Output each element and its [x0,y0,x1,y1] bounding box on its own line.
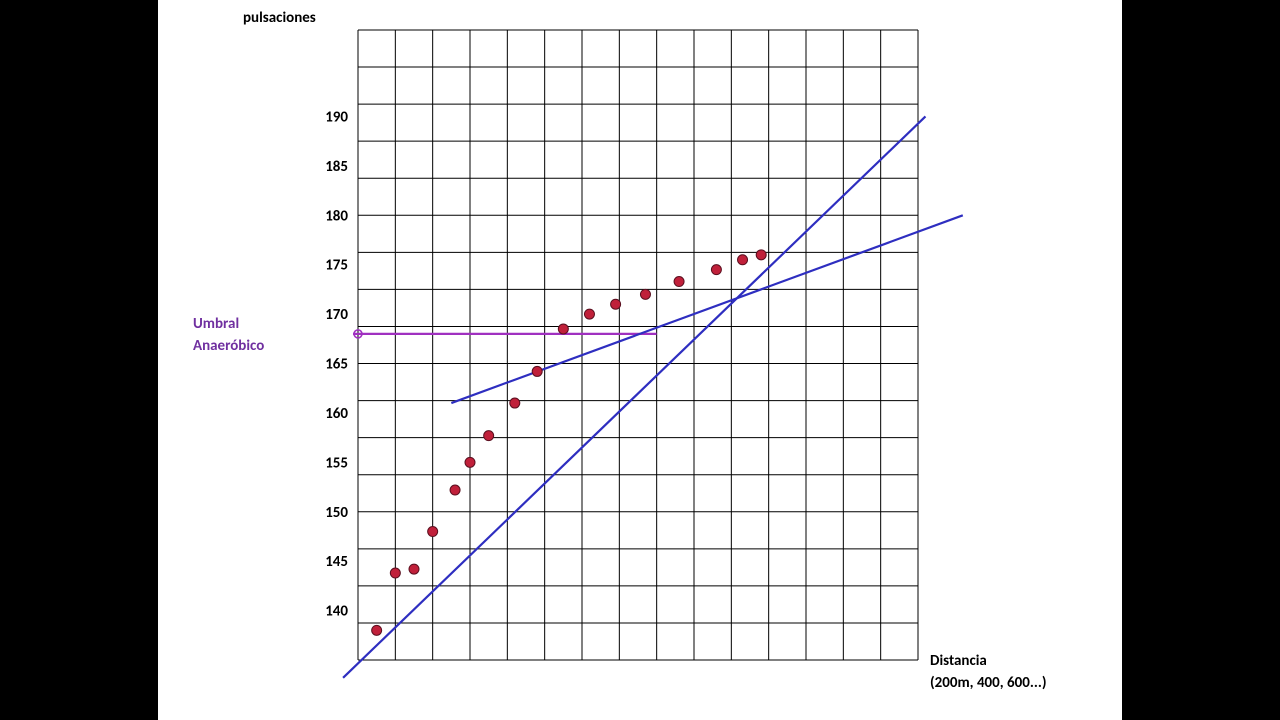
y-tick-label: 170 [325,306,348,324]
y-tick-label: 190 [325,108,348,126]
data-point [738,255,748,265]
y-axis-title: pulsaciones [243,9,316,27]
y-tick-label: 155 [325,454,348,472]
y-tick-label: 140 [325,603,348,621]
threshold-label-2: Anaeróbico [193,337,264,355]
scatter-chart: 140 145 150 155 160 165 170 175 180 185 190 pulsaci… [158,0,1122,720]
trend-line-1 [451,215,962,403]
y-tick-label: 160 [325,405,348,423]
data-point [372,625,382,635]
data-point [409,564,419,574]
threshold-label-1: Umbral [193,315,239,333]
y-tick-label: 175 [325,257,348,275]
letterbox-frame: 140 145 150 155 160 165 170 175 180 185 190 pulsaci… [0,0,1280,720]
data-point [390,568,400,578]
data-point [640,289,650,299]
data-point [428,527,438,537]
data-point [584,309,594,319]
y-tick-label: 185 [325,158,348,176]
y-tick-label: 165 [325,356,348,374]
data-point [465,457,475,467]
data-point [450,485,460,495]
data-point [711,265,721,275]
x-axis-title: Distancia [930,652,987,670]
y-tick-label: 145 [325,553,348,571]
trend-line-0 [343,116,925,677]
data-point [611,299,621,309]
y-tick-label: 180 [325,207,348,225]
grid [358,30,918,660]
data-point [558,324,568,334]
x-axis-subtitle: (200m, 400, 600...) [930,674,1047,692]
data-point [674,277,684,287]
y-tick-label: 150 [325,504,348,522]
data-point [510,398,520,408]
paper: 140 145 150 155 160 165 170 175 180 185 190 pulsaci… [158,0,1122,720]
data-point [532,366,542,376]
data-point [484,431,494,441]
data-point [756,250,766,260]
